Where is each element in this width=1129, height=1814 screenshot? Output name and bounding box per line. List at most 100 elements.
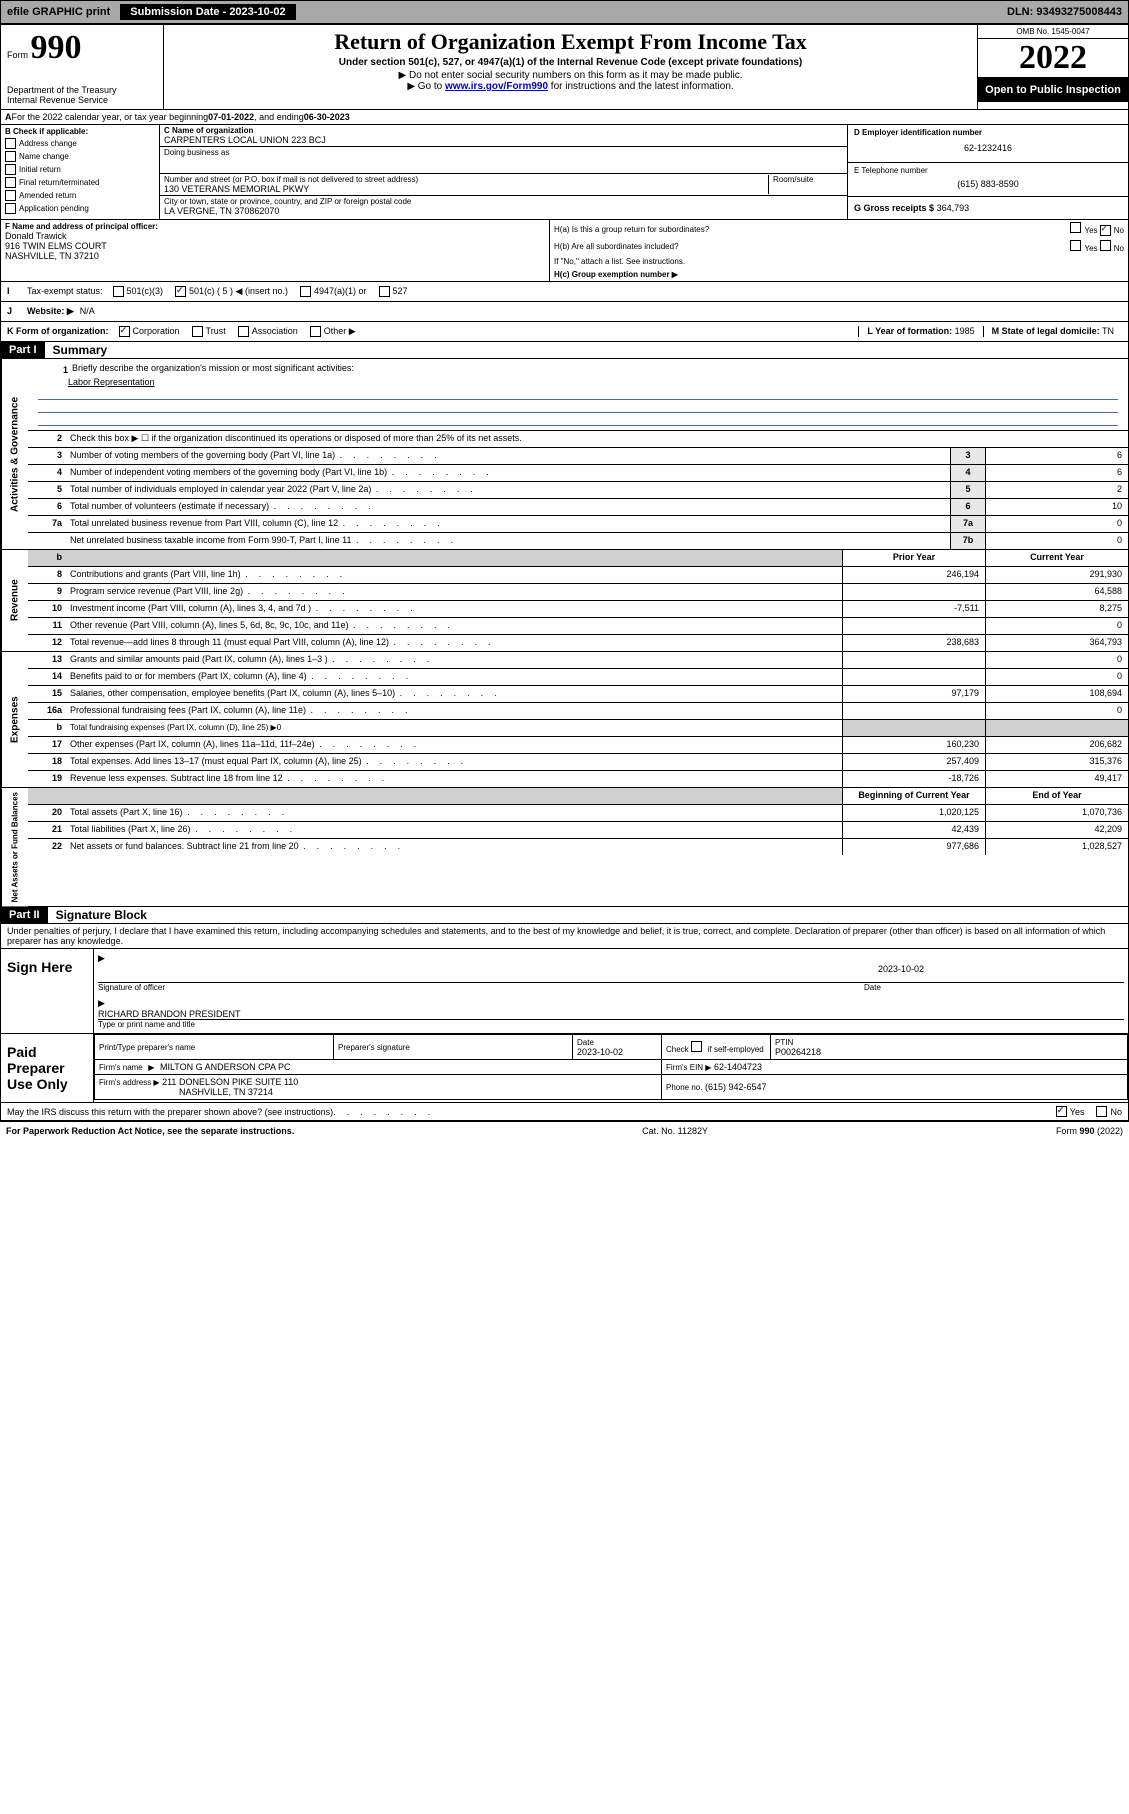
cb-501c[interactable] <box>175 286 186 297</box>
gov-line: 3Number of voting members of the governi… <box>28 448 1128 465</box>
org-city: LA VERGNE, TN 370862070 <box>164 206 843 216</box>
data-line: 16aProfessional fundraising fees (Part I… <box>28 703 1128 720</box>
form-number: 990 <box>31 29 82 66</box>
data-line: 19Revenue less expenses. Subtract line 1… <box>28 771 1128 787</box>
cb-trust[interactable] <box>192 326 203 337</box>
gov-line: 5Total number of individuals employed in… <box>28 482 1128 499</box>
street-label: Number and street (or P.O. box if mail i… <box>164 175 764 184</box>
top-bar: efile GRAPHIC print Submission Date - 20… <box>0 0 1129 24</box>
form-header: Form 990 Department of the Treasury Inte… <box>1 25 1128 110</box>
efile-label[interactable]: efile GRAPHIC print <box>7 6 110 18</box>
cb-discuss-no[interactable] <box>1096 1106 1107 1117</box>
gross-label: G Gross receipts $ <box>854 203 934 213</box>
sig-date-label: Date <box>864 983 1124 992</box>
cb-hb-yes[interactable] <box>1070 240 1081 251</box>
form-title: Return of Organization Exempt From Incom… <box>170 29 971 55</box>
city-label: City or town, state or province, country… <box>164 197 843 206</box>
officer-addr2: NASHVILLE, TN 37210 <box>5 251 545 261</box>
paperwork-notice: For Paperwork Reduction Act Notice, see … <box>6 1126 294 1136</box>
cb-ha-no[interactable] <box>1100 225 1111 236</box>
cat-no: Cat. No. 11282Y <box>642 1126 708 1136</box>
gov-line: 6Total number of volunteers (estimate if… <box>28 499 1128 516</box>
officer-print-name: RICHARD BRANDON PRESIDENT <box>98 1009 1124 1020</box>
note-1: ▶ Do not enter social security numbers o… <box>170 70 971 81</box>
hc-label: H(c) Group exemption number ▶ <box>554 270 678 279</box>
omb-number: OMB No. 1545-0047 <box>978 25 1128 39</box>
line2-text: Check this box ▶ ☐ if the organization d… <box>66 431 1128 447</box>
current-year-header: Current Year <box>985 550 1128 566</box>
cb-name-change[interactable] <box>5 151 16 162</box>
part2-header: Part II Signature Block <box>1 907 1128 924</box>
officer-addr1: 916 TWIN ELMS COURT <box>5 241 545 251</box>
data-line: 13Grants and similar amounts paid (Part … <box>28 652 1128 669</box>
cb-final-return[interactable] <box>5 177 16 188</box>
cb-discuss-yes[interactable] <box>1056 1106 1067 1117</box>
room-label: Room/suite <box>773 175 843 184</box>
cb-initial-return[interactable] <box>5 164 16 175</box>
data-line: 15Salaries, other compensation, employee… <box>28 686 1128 703</box>
expenses-section: Expenses 13Grants and similar amounts pa… <box>1 652 1128 788</box>
hb-note: If "No," attach a list. See instructions… <box>554 257 685 266</box>
discuss-label: May the IRS discuss this return with the… <box>7 1107 333 1117</box>
line-a: A For the 2022 calendar year, or tax yea… <box>1 110 1128 125</box>
firm-name: MILTON G ANDERSON CPA PC <box>160 1062 291 1072</box>
cb-amended[interactable] <box>5 190 16 201</box>
check-b-label: B Check if applicable: <box>5 127 155 136</box>
ein-label: D Employer identification number <box>854 128 1122 137</box>
data-line: 20Total assets (Part X, line 16)1,020,12… <box>28 805 1128 822</box>
cb-527[interactable] <box>379 286 390 297</box>
cb-self-employed[interactable] <box>691 1041 702 1052</box>
cb-hb-no[interactable] <box>1100 240 1111 251</box>
paid-preparer-row: Paid Preparer Use Only Print/Type prepar… <box>1 1034 1128 1103</box>
gross-value: 364,793 <box>937 203 970 213</box>
sign-date: 2023-10-02 <box>878 964 924 982</box>
cb-assoc[interactable] <box>238 326 249 337</box>
netassets-section: Net Assets or Fund Balances Beginning of… <box>1 788 1128 907</box>
end-year-header: End of Year <box>985 788 1128 804</box>
form-number-box: Form 990 Department of the Treasury Inte… <box>1 25 164 109</box>
i-row: I Tax-exempt status: 501(c)(3) 501(c) ( … <box>1 282 1128 302</box>
part1-header: Part I Summary <box>1 342 1128 359</box>
cb-corp[interactable] <box>119 326 130 337</box>
dba-label: Doing business as <box>164 148 843 157</box>
sig-officer-label: Signature of officer <box>98 983 864 992</box>
revenue-label: Revenue <box>1 550 28 651</box>
gov-line: 7aTotal unrelated business revenue from … <box>28 516 1128 533</box>
title-box: Return of Organization Exempt From Incom… <box>164 25 977 109</box>
hb-label: H(b) Are all subordinates included? <box>554 242 679 251</box>
data-line: bTotal fundraising expenses (Part IX, co… <box>28 720 1128 737</box>
firm-addr1: 211 DONELSON PIKE SUITE 110 <box>162 1077 298 1087</box>
dept-irs: Internal Revenue Service <box>7 95 157 105</box>
discuss-row: May the IRS discuss this return with the… <box>1 1103 1128 1121</box>
revenue-section: Revenue b Prior Year Current Year 8Contr… <box>1 550 1128 652</box>
tax-year: 2022 <box>978 39 1128 78</box>
data-line: 12Total revenue—add lines 8 through 11 (… <box>28 635 1128 651</box>
gov-line: 4Number of independent voting members of… <box>28 465 1128 482</box>
cb-other[interactable] <box>310 326 321 337</box>
cb-4947[interactable] <box>300 286 311 297</box>
cb-address-change[interactable] <box>5 138 16 149</box>
note-2: ▶ Go to www.irs.gov/Form990 for instruct… <box>170 81 971 92</box>
ha-label: H(a) Is this a group return for subordin… <box>554 225 709 234</box>
f-label: F Name and address of principal officer: <box>5 222 545 231</box>
sign-here-row: Sign Here 2023-10-02 Signature of office… <box>1 949 1128 1034</box>
governance-label: Activities & Governance <box>1 359 28 549</box>
form-footer: Form 990 (2022) <box>1056 1126 1123 1136</box>
prep-date: 2023-10-02 <box>577 1047 623 1057</box>
cb-app-pending[interactable] <box>5 203 16 214</box>
data-line: 11Other revenue (Part VIII, column (A), … <box>28 618 1128 635</box>
info-row: B Check if applicable: Address change Na… <box>1 125 1128 220</box>
firm-ein: 62-1404723 <box>714 1062 762 1072</box>
sign-here-label: Sign Here <box>1 949 94 1033</box>
submission-date-btn[interactable]: Submission Date - 2023-10-02 <box>120 4 295 20</box>
form-label: Form <box>7 50 28 60</box>
cb-501c3[interactable] <box>113 286 124 297</box>
data-line: 10Investment income (Part VIII, column (… <box>28 601 1128 618</box>
year-formation: 1985 <box>955 326 975 336</box>
expenses-label: Expenses <box>1 652 28 787</box>
irs-link[interactable]: www.irs.gov/Form990 <box>445 81 548 92</box>
data-line: 8Contributions and grants (Part VIII, li… <box>28 567 1128 584</box>
cb-ha-yes[interactable] <box>1070 222 1081 233</box>
ptin: P00264218 <box>775 1047 821 1057</box>
form-subtitle: Under section 501(c), 527, or 4947(a)(1)… <box>170 57 971 68</box>
